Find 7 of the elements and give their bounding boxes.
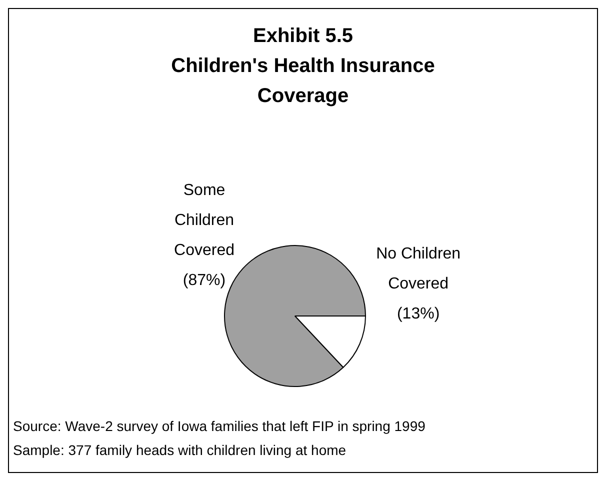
- text: Sample: 377 family heads with children living at home: [13, 441, 348, 460]
- data-label: (87%): [182, 272, 226, 290]
- slice-label: No Children Covered: [376, 246, 461, 293]
- chart-title: Exhibit 5.5 Children's Health Insurance Coverage: [170, 24, 436, 109]
- data-label: (13%): [396, 306, 440, 323]
- slice-label: Some Children Covered: [174, 182, 235, 260]
- source-note: Source: Wave-2 survey of Iowa families that left FIP in spring 1999: [13, 417, 426, 436]
